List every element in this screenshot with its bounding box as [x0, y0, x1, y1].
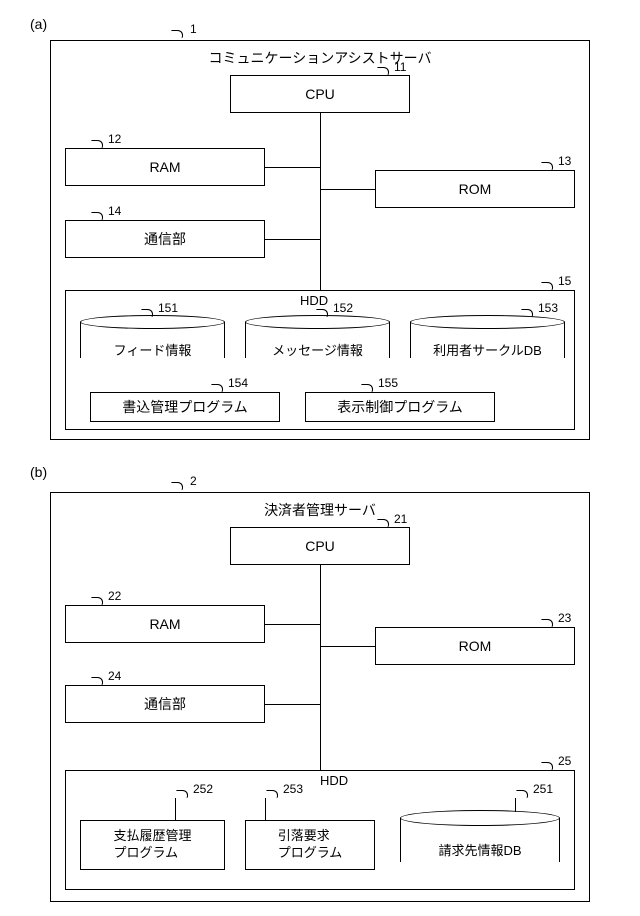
label-hdd-a: HDD [300, 293, 328, 308]
label-hdd-b: HDD [320, 773, 348, 788]
ref-p2-b: 253 [283, 782, 303, 796]
ref-rom-a: 13 [558, 154, 571, 168]
ref-p2-a: 155 [378, 376, 398, 390]
wire-rom-a [320, 189, 375, 190]
block-prog2-a: 表示制御プログラム [305, 392, 495, 422]
block-prog1-b: 支払履歴管理 プログラム [80, 820, 225, 870]
label-prog1-b: 支払履歴管理 プログラム [113, 828, 191, 862]
block-rom-b: ROM [375, 627, 575, 665]
label-rom-b: ROM [459, 638, 492, 654]
part-label-a: (a) [30, 16, 47, 32]
cyl-msg-a: メッセージ情報 [245, 315, 390, 363]
lead-p1-v-b [175, 798, 176, 820]
ref-comm-a: 14 [108, 204, 121, 218]
block-comm-b: 通信部 [65, 685, 265, 723]
ref-c1-b: 251 [533, 782, 553, 796]
ref-p1-b: 252 [193, 782, 213, 796]
bus-v-b [320, 565, 321, 770]
ref-rom-b: 23 [558, 611, 571, 625]
lead-outer-b [169, 482, 186, 490]
ref-ram-b: 22 [108, 589, 121, 603]
cyl-user-label-a: 利用者サークルDB [410, 340, 565, 359]
lead-outer-a [169, 30, 186, 38]
block-cpu-a: CPU [230, 75, 410, 113]
cyl-feed-label-a: フィード情報 [80, 340, 225, 359]
block-prog2-b: 引落要求 プログラム [245, 820, 375, 870]
wire-comm-a [265, 239, 320, 240]
label-cpu-b: CPU [305, 538, 335, 554]
title-b: 決済者管理サーバ [50, 500, 590, 520]
wire-rom-b [320, 646, 375, 647]
ref-comm-b: 24 [108, 669, 121, 683]
ref-p1-a: 154 [228, 376, 248, 390]
title-a: コミュニケーションアシストサーバ [50, 48, 590, 68]
label-comm-a: 通信部 [144, 229, 186, 249]
block-rom-a: ROM [375, 170, 575, 208]
block-ram-a: RAM [65, 148, 265, 186]
block-ram-b: RAM [65, 605, 265, 643]
block-cpu-b: CPU [230, 527, 410, 565]
label-prog2-a: 表示制御プログラム [337, 397, 463, 417]
ref-cpu-b: 21 [394, 512, 407, 526]
ref-c1-a: 151 [158, 301, 178, 315]
label-comm-b: 通信部 [144, 694, 186, 714]
block-prog1-a: 書込管理プログラム [90, 392, 280, 422]
label-prog2-b: 引落要求 プログラム [278, 828, 343, 862]
cyl-db-b: 請求先情報DB [400, 810, 560, 866]
cyl-feed-a: フィード情報 [80, 315, 225, 363]
label-ram-b: RAM [149, 616, 180, 632]
ref-hdd-b: 25 [558, 754, 571, 768]
ref-hdd-a: 15 [558, 274, 571, 288]
bus-v-a [320, 113, 321, 290]
ref-c2-a: 152 [333, 301, 353, 315]
ref-ram-a: 12 [108, 132, 121, 146]
wire-comm-b [265, 704, 320, 705]
label-cpu-a: CPU [305, 86, 335, 102]
ref-cpu-a: 11 [394, 60, 406, 74]
cyl-msg-label-a: メッセージ情報 [245, 340, 390, 359]
lead-c1-v-b [515, 798, 516, 812]
wire-ram-b [265, 624, 320, 625]
part-label-b: (b) [30, 464, 47, 480]
lead-p2-v-b [265, 798, 266, 820]
cyl-user-a: 利用者サークルDB [410, 315, 565, 363]
label-ram-a: RAM [149, 159, 180, 175]
ref-outer-b: 2 [190, 474, 197, 488]
cyl-db-label-b: 請求先情報DB [400, 840, 560, 859]
block-comm-a: 通信部 [65, 220, 265, 258]
ref-outer-a: 1 [190, 22, 197, 36]
wire-ram-a [265, 167, 320, 168]
ref-c3-a: 153 [538, 301, 558, 315]
label-prog1-a: 書込管理プログラム [122, 397, 248, 417]
label-rom-a: ROM [459, 181, 492, 197]
